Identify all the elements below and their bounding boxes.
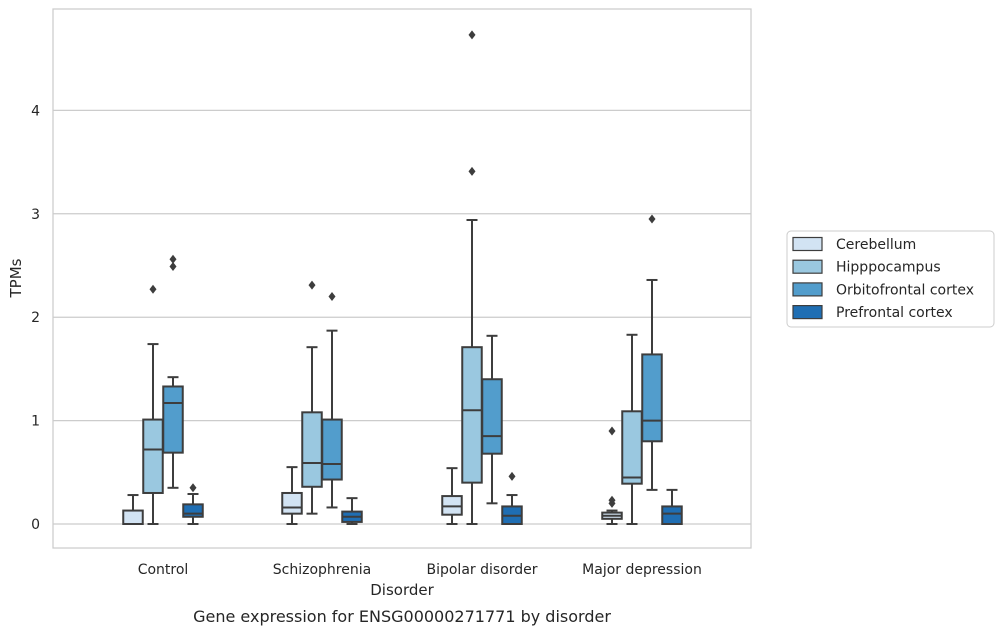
box: [301, 411, 323, 488]
legend: Cerebellum Hipppocampus Orbitofrontal cort…: [786, 230, 995, 328]
legend-swatch: [792, 259, 823, 274]
outlier-point: [149, 284, 157, 294]
plot-frame: [52, 8, 752, 549]
legend-swatch: [792, 305, 823, 320]
x-tick-label: Bipolar disorder: [426, 562, 537, 578]
chart-caption: Gene expression for ENSG00000271771 by d…: [193, 607, 611, 626]
box: [621, 410, 643, 485]
y-tick-label: 0: [31, 517, 40, 533]
legend-label: Cerebellum: [836, 237, 916, 253]
y-tick-label: 1: [31, 414, 40, 430]
box-group: [481, 334, 503, 505]
outlier-point: [308, 280, 316, 290]
box-group: [281, 466, 303, 525]
legend-swatch: [792, 236, 823, 252]
x-tick-labels: Control Schizophrenia Bipolar disorder Majo…: [138, 562, 702, 578]
box-group: [301, 280, 323, 515]
box-group: [441, 467, 463, 525]
box: [481, 378, 503, 455]
outlier-point: [328, 292, 336, 302]
legend-swatch: [792, 282, 823, 297]
outlier-point: [169, 262, 177, 272]
box-group: [661, 488, 683, 525]
outlier-point: [608, 495, 616, 505]
box-group: [621, 333, 643, 525]
box-group: [601, 426, 623, 525]
box: [461, 346, 483, 484]
legend-frame: [786, 230, 995, 328]
y-tick-label: 3: [31, 207, 40, 223]
box: [661, 505, 683, 525]
x-tick-label: Schizophrenia: [273, 562, 371, 578]
box: [182, 503, 204, 518]
box-group: [641, 214, 663, 491]
outlier-point: [648, 214, 656, 224]
box-group: [461, 30, 483, 525]
legend-label: Prefrontal cortex: [836, 305, 953, 321]
y-tick-labels: 0 1 2 3 4: [31, 103, 40, 533]
box-group: [341, 497, 363, 525]
outlier-point: [608, 426, 616, 436]
box: [281, 491, 303, 515]
outlier-point: [169, 254, 177, 264]
outlier-point: [508, 471, 516, 481]
box: [142, 418, 164, 494]
box: [162, 385, 184, 454]
x-tick-label: Major depression: [582, 562, 702, 578]
box: [641, 353, 663, 443]
y-axis-title: TPMs: [7, 258, 25, 298]
box-group: [501, 471, 523, 525]
box-group: [321, 292, 343, 509]
box-series: [122, 30, 683, 526]
outlier-point: [468, 30, 476, 40]
x-axis-title: Disorder: [370, 581, 434, 599]
y-tick-label: 2: [31, 310, 40, 326]
box: [122, 509, 144, 526]
outlier-point: [189, 483, 197, 493]
box-group: [162, 254, 184, 489]
box: [441, 495, 463, 516]
legend-label: Hipppocampus: [836, 260, 941, 276]
box-group: [182, 483, 204, 525]
x-tick-label: Control: [138, 562, 189, 578]
box: [321, 418, 343, 481]
box-group: [142, 284, 164, 525]
y-tick-label: 4: [31, 103, 40, 119]
outlier-point: [468, 166, 476, 176]
box-group: [122, 494, 144, 526]
legend-label: Orbitofrontal cortex: [836, 282, 974, 298]
